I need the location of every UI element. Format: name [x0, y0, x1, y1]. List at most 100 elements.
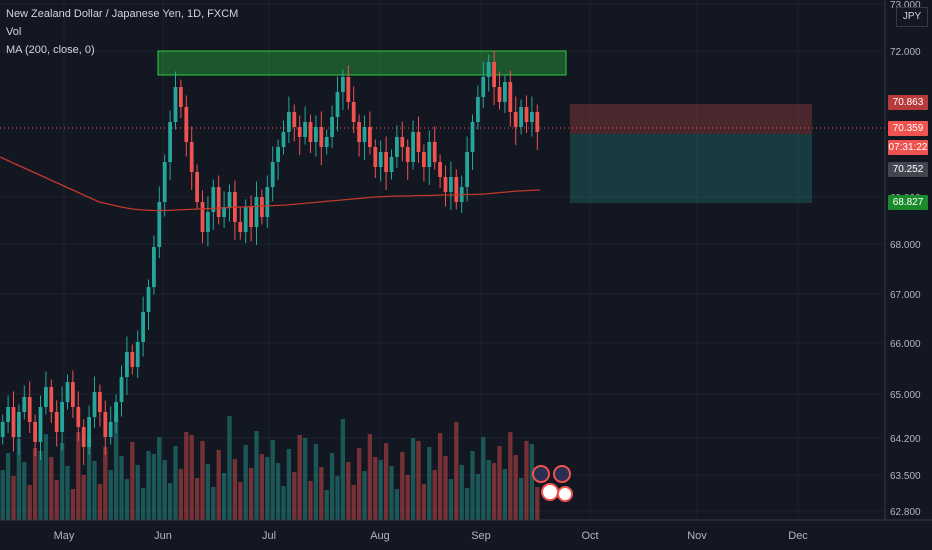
- ma-value-tag: 70.252: [888, 162, 928, 177]
- volume-bar: [416, 441, 421, 520]
- candle-body: [513, 112, 518, 127]
- price-axis: 73.00072.00069.00068.00067.00066.00065.0…: [890, 0, 921, 518]
- candle-body: [362, 127, 367, 142]
- volume-bar: [437, 433, 443, 520]
- candle-body: [60, 402, 64, 432]
- volume-bar: [356, 448, 362, 520]
- volume-bar: [97, 484, 103, 520]
- y-tick-label: 65.000: [890, 390, 921, 401]
- candle-body: [17, 412, 21, 437]
- candle-body: [119, 377, 124, 402]
- ma-indicator[interactable]: MA (200, close, 0): [6, 44, 95, 56]
- candle-body: [114, 402, 118, 422]
- y-tick-label: 64.200: [890, 434, 921, 445]
- candle-body: [173, 87, 178, 122]
- volume-bar: [54, 480, 59, 520]
- volume-bar: [448, 479, 454, 520]
- volume-bar: [65, 466, 70, 520]
- y-tick-label: 67.000: [890, 290, 921, 301]
- x-tick-label: Nov: [687, 530, 707, 542]
- volume-bar: [432, 470, 437, 520]
- volume-bar: [346, 462, 351, 520]
- volume-bar: [389, 466, 394, 520]
- candle-body: [108, 422, 113, 437]
- volume-bar: [481, 437, 486, 520]
- candle-body: [405, 147, 410, 162]
- candle-body: [157, 202, 162, 247]
- x-tick-label: Jul: [262, 530, 276, 542]
- candle-body: [346, 77, 351, 102]
- candle-body: [449, 177, 453, 192]
- volume-bar: [513, 455, 518, 520]
- candle-body: [206, 212, 210, 232]
- candle-body: [476, 97, 480, 122]
- candle-body: [357, 122, 361, 142]
- candle-body: [395, 137, 399, 157]
- candle-body: [49, 387, 54, 412]
- volume-bar: [524, 441, 529, 520]
- candle-body: [249, 207, 253, 227]
- candle-body: [465, 152, 469, 187]
- volume-bar: [254, 431, 259, 520]
- volume-bar: [508, 432, 513, 520]
- candle-body: [146, 287, 151, 312]
- candle-body: [432, 142, 437, 162]
- volume-bar: [227, 416, 232, 520]
- volume-bar: [378, 460, 383, 520]
- symbol-title[interactable]: New Zealand Dollar / Japanese Yen, 1D, F…: [6, 8, 239, 20]
- volume-bar: [22, 462, 27, 520]
- volume-bar: [38, 451, 43, 520]
- volume-bar: [470, 451, 475, 520]
- candle-body: [216, 187, 221, 217]
- ma-line: [0, 156, 541, 212]
- x-tick-label: Aug: [370, 530, 390, 542]
- candle-body: [243, 207, 248, 232]
- volume-bar: [486, 460, 491, 520]
- volume-bar: [27, 485, 32, 520]
- volume-bar: [81, 475, 86, 520]
- candle-body: [411, 132, 415, 162]
- candle-body: [135, 342, 140, 367]
- candle-body: [141, 312, 145, 342]
- candle-body: [0, 422, 5, 437]
- y-tick-label: 72.000: [890, 47, 921, 58]
- risk-zone: [570, 104, 812, 134]
- candle-body: [519, 107, 523, 127]
- candle-body: [287, 112, 291, 132]
- volume-bar: [70, 489, 76, 520]
- candle-body: [303, 122, 307, 137]
- candle-body: [454, 177, 459, 202]
- x-tick-label: Dec: [788, 530, 808, 542]
- event-marker-4: [557, 486, 573, 502]
- candle-body: [211, 187, 216, 212]
- candle-body: [351, 102, 356, 122]
- event-markers[interactable]: [532, 465, 573, 502]
- candle-body: [535, 112, 540, 132]
- volume-bar: [76, 432, 81, 520]
- candle-body: [162, 162, 167, 202]
- candle-body: [508, 82, 513, 112]
- candle-body: [44, 387, 48, 407]
- volume-bar: [400, 452, 405, 520]
- volume-bar: [335, 476, 340, 520]
- volume-bar: [475, 474, 481, 520]
- volume-bar: [329, 453, 335, 520]
- volume-bar: [119, 456, 124, 520]
- volume-bar: [340, 419, 346, 520]
- candle-body: [314, 127, 318, 142]
- candles: [0, 50, 540, 465]
- volume-bar: [308, 481, 313, 520]
- currency-label[interactable]: JPY: [896, 7, 928, 27]
- volume-bar: [5, 453, 11, 520]
- volume-bar: [151, 454, 157, 520]
- volume-bar: [421, 484, 427, 520]
- volume-bar: [189, 435, 194, 520]
- candle-body: [71, 382, 75, 407]
- volume-bar: [108, 470, 113, 520]
- candle-body: [81, 427, 86, 447]
- vol-indicator[interactable]: Vol: [6, 26, 22, 38]
- volume-bar: [319, 467, 324, 520]
- volume-bar: [194, 478, 200, 520]
- volume-bar: [205, 464, 211, 520]
